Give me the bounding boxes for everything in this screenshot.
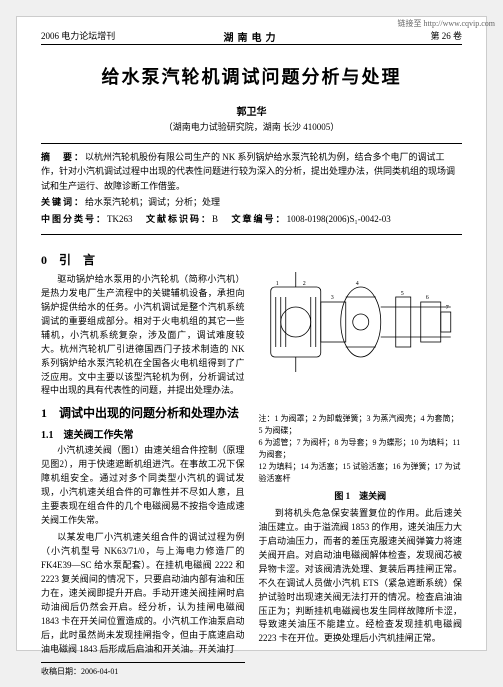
- page: 2006 电力论坛增刊 湖南电力 第 26 卷 给水泵汽轮机调试问题分析与处理 …: [16, 16, 487, 651]
- class-text: TK263: [107, 214, 133, 224]
- svg-text:7: 7: [445, 305, 448, 311]
- author: 郭卫华: [41, 103, 462, 118]
- header-left: 2006 电力论坛增刊: [41, 29, 115, 42]
- figure-note-2: 6 为滤管；7 为阀杆；8 为导套；9 为蝶形；10 为填料；11 为阀套；: [259, 437, 463, 461]
- articleid-text: 1008-0198(2006)S₁-0042-03: [287, 214, 391, 224]
- section-1-1-title: 1.1 速关阀工作失常: [41, 426, 245, 441]
- abstract-box: 摘 要：以杭州汽轮机股份有限公司生产的 NK 系列锅炉给水泵汽轮机为例，结合多个…: [41, 143, 462, 235]
- keywords-text: 给水泵汽轮机；调试；分析；处理: [85, 197, 220, 207]
- left-col: 0 引 言 驱动锅炉给水泵用的小汽轮机（简称小汽机）是热力发电厂生产流程中的关键…: [41, 245, 245, 678]
- class-line: 中图分类号：TK263 文献标识码：B 文章编号：1008-0198(2006)…: [41, 212, 462, 226]
- abstract-label: 摘 要：: [41, 152, 85, 162]
- class-label: 中图分类号：: [41, 214, 107, 224]
- figure-note-3: 12 为填料；14 为活塞；15 试验活塞；16 为弹簧；17 为试验活塞杆: [259, 461, 463, 485]
- figure-note-1: 注：1 为阀罩；2 为卸载弹簧；3 为蒸汽阀壳；4 为套筒；5 为阀碟；: [259, 413, 463, 437]
- articleid-label: 文章编号：: [232, 214, 287, 224]
- figure-1: 1 2 3 4 5 6 7: [259, 247, 463, 407]
- header-center: 湖南电力: [224, 29, 280, 44]
- header-right: 第 26 卷: [430, 29, 462, 42]
- abstract-text: 以杭州汽轮机股份有限公司生产的 NK 系列锅炉给水泵汽轮机为例，结合多个电厂的调…: [41, 152, 455, 191]
- svg-text:5: 5: [400, 291, 403, 297]
- svg-text:1: 1: [275, 281, 278, 287]
- keywords-line: 关键词：给水泵汽轮机；调试；分析；处理: [41, 195, 462, 209]
- figure-1-caption: 图 1 速关阀: [259, 489, 463, 502]
- affiliation: （湖南电力试验研究院，湖南 长沙 410005）: [41, 120, 462, 133]
- s1-1-p1: 小汽机速关阀（图1）由速关组合件控制（原理见图2），用于快速遮断机组进汽。在事故…: [41, 444, 245, 528]
- section-1-title: 1 调试中出现的问题分析和处理办法: [41, 404, 245, 421]
- svg-text:2: 2: [302, 281, 305, 287]
- svg-text:6: 6: [425, 295, 428, 301]
- footer-date-label: 收稿日期：: [41, 667, 81, 676]
- svg-text:4: 4: [355, 281, 358, 287]
- doccode-label: 文献标识码：: [146, 214, 212, 224]
- keywords-label: 关键词：: [41, 197, 85, 207]
- columns: 0 引 言 驱动锅炉给水泵用的小汽轮机（简称小汽机）是热力发电厂生产流程中的关键…: [41, 245, 462, 678]
- footer-date-line: 收稿日期：2006-04-01: [41, 662, 245, 677]
- svg-text:3: 3: [330, 295, 333, 301]
- valve-diagram-icon: 1 2 3 4 5 6 7: [259, 247, 463, 407]
- footer-date: 2006-04-01: [81, 667, 118, 676]
- figure-notes: 注：1 为阀罩；2 为卸载弹簧；3 为蒸汽阀壳；4 为套筒；5 为阀碟； 6 为…: [259, 413, 463, 485]
- abstract-line: 摘 要：以杭州汽轮机股份有限公司生产的 NK 系列锅炉给水泵汽轮机为例，结合多个…: [41, 150, 462, 193]
- s1-1-p2: 以某发电厂小汽机速关组合件的调试过程为例（小汽机型号 NK63/71/0，与上海…: [41, 531, 245, 656]
- doccode-text: B: [212, 214, 218, 224]
- s0-p1: 驱动锅炉给水泵用的小汽轮机（简称小汽机）是热力发电厂生产流程中的关键辅机设备，承…: [41, 273, 245, 398]
- right-p1: 到将机头危急保安装置复位的作用。此后速关油压建立。由于溢流阀 1853 的作用，…: [259, 507, 463, 646]
- page-header: 2006 电力论坛增刊 湖南电力 第 26 卷: [41, 29, 462, 45]
- section-0-title: 0 引 言: [41, 251, 245, 268]
- watermark: 链接至 http://www.cqvip.com: [398, 18, 495, 29]
- paper-title: 给水泵汽轮机调试问题分析与处理: [41, 63, 462, 89]
- right-col: 1 2 3 4 5 6 7 注：1 为阀罩；2 为卸载弹簧；3 为蒸汽阀壳；4 …: [259, 245, 463, 678]
